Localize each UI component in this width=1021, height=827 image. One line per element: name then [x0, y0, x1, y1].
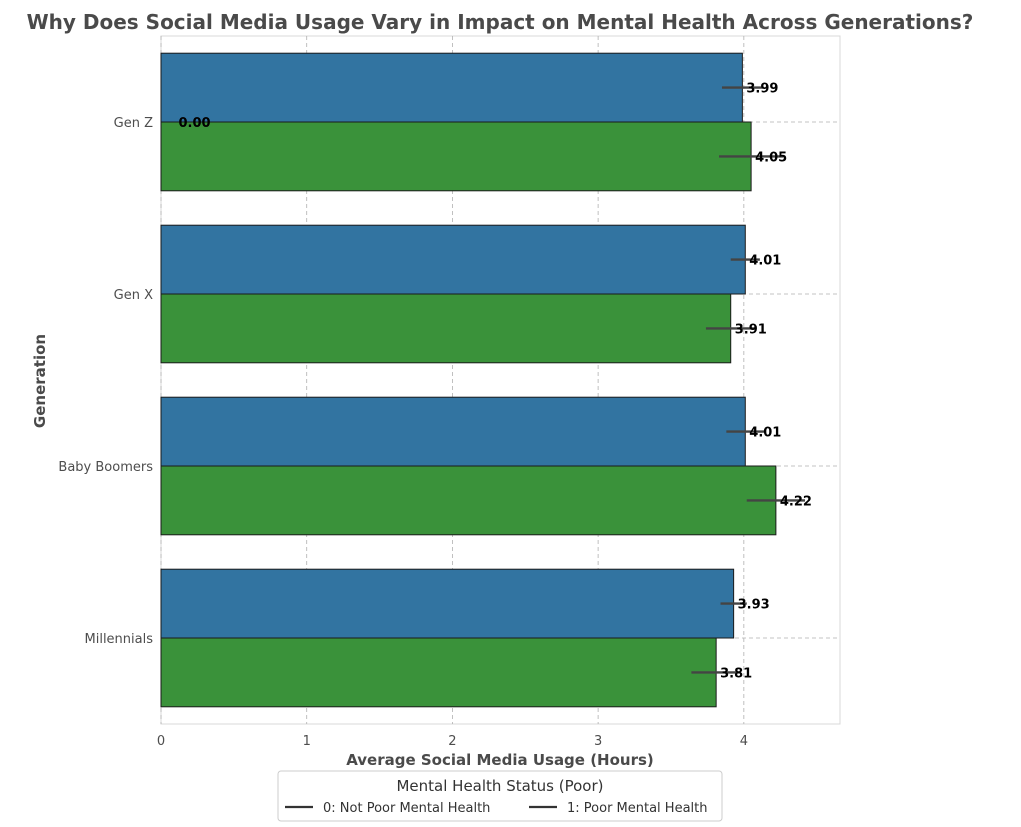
data-label: 3.91: [735, 322, 767, 337]
bar: [160, 568, 735, 639]
legend-entry: 0: Not Poor Mental Health: [323, 801, 490, 816]
bar: [160, 637, 717, 708]
annotation-label: 0.00: [178, 116, 210, 131]
y-tick-label: Baby Boomers: [58, 460, 153, 475]
legend: Mental Health Status (Poor) 0: Not Poor …: [277, 770, 723, 822]
data-label: 3.81: [720, 666, 752, 681]
plot-area: 0 1 2 3 4 3.99 4.01 4.01 3.93 4.05 3.91 4.22 3.81 0.0…: [58, 35, 841, 749]
legend-entry: 1: Poor Mental Health: [567, 801, 708, 816]
x-tick-label: 0: [157, 734, 165, 749]
data-label: 3.99: [746, 82, 778, 97]
bar: [160, 224, 746, 295]
bar: [160, 396, 746, 467]
x-axis-label: Average Social Media Usage (Hours): [346, 751, 654, 769]
y-axis-label: Generation: [31, 334, 49, 428]
bar: [160, 293, 732, 364]
x-tick-label: 2: [448, 734, 456, 749]
x-tick-label: 1: [303, 734, 311, 749]
bar: [160, 465, 777, 536]
data-label: 4.01: [749, 426, 781, 441]
data-label: 4.05: [755, 150, 787, 165]
data-label: 4.22: [780, 494, 812, 509]
bar: [160, 52, 743, 123]
chart-title: Why Does Social Media Usage Vary in Impa…: [27, 10, 974, 34]
x-tick-label: 3: [594, 734, 602, 749]
data-label: 4.01: [749, 254, 781, 269]
legend-title: Mental Health Status (Poor): [396, 777, 603, 795]
legend-frame: [277, 770, 723, 822]
x-tick-label: 4: [740, 734, 748, 749]
y-tick-label: Millennials: [85, 632, 154, 647]
data-label: 3.93: [738, 598, 770, 613]
y-tick-label: Gen X: [114, 288, 153, 303]
y-tick-label: Gen Z: [114, 116, 153, 131]
bar: [160, 121, 752, 192]
